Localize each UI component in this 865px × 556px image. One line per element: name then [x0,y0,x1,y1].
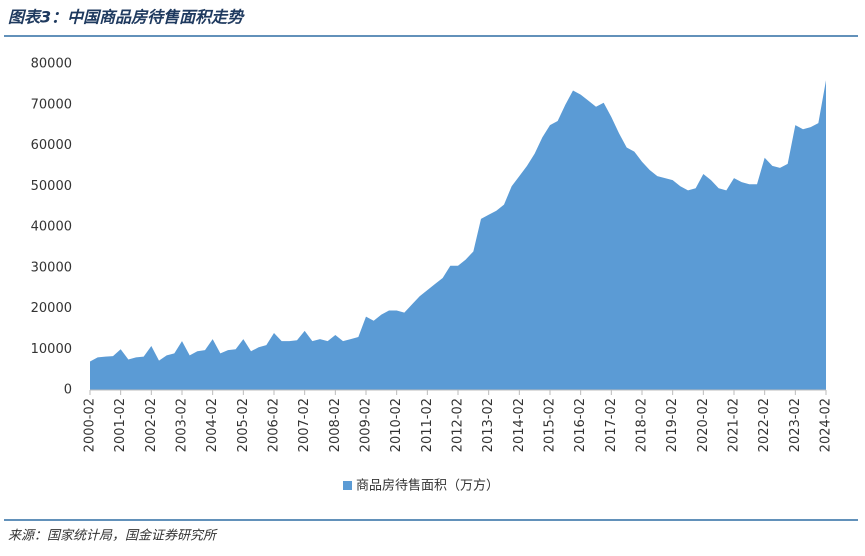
y-tick-label: 50000 [31,179,72,194]
x-tick-label: 2017-02 [604,398,619,452]
x-tick-label: 2024-02 [819,398,834,452]
y-tick-label: 70000 [31,97,72,112]
x-tick-label: 2022-02 [757,398,772,452]
x-tick-label: 2002-02 [144,398,159,452]
y-tick-label: 0 [64,383,72,398]
x-tick-label: 2012-02 [451,398,466,452]
x-tick-label: 2003-02 [175,398,190,452]
x-tick-label: 2004-02 [205,398,220,452]
x-tick-label: 2005-02 [236,398,251,452]
y-tick-label: 60000 [31,138,72,153]
x-tick-label: 2016-02 [573,398,588,452]
x-tick-label: 2023-02 [788,398,803,452]
x-tick-label: 2009-02 [359,398,374,452]
y-tick-label: 30000 [31,260,72,275]
x-tick-label: 2001-02 [113,398,128,452]
x-tick-label: 2007-02 [297,398,312,452]
y-tick-label: 80000 [31,57,72,72]
source: 来源：国家统计局，国金证券研究所 [8,528,218,544]
x-tick-label: 2006-02 [267,398,282,452]
x-tick-label: 2020-02 [696,398,711,452]
y-tick-label: 10000 [31,342,72,357]
legend-swatch [343,481,352,490]
y-tick-label: 40000 [31,220,72,235]
x-tick-label: 2008-02 [328,398,343,452]
area [90,80,826,391]
x-tick-label: 2010-02 [389,398,404,452]
legend-label: 商品房待售面积（万方） [356,478,499,494]
x-tick-label: 2019-02 [665,398,680,452]
chart-title: 图表3：中国商品房待售面积走势 [8,8,245,27]
x-tick-label: 2000-02 [83,398,98,452]
x-tick-label: 2015-02 [543,398,558,452]
x-tick-label: 2013-02 [481,398,496,452]
x-tick-label: 2018-02 [635,398,650,452]
x-tick-label: 2021-02 [727,398,742,452]
x-tick-label: 2011-02 [420,398,435,452]
x-tick-label: 2014-02 [512,398,527,452]
y-tick-label: 20000 [31,301,72,316]
